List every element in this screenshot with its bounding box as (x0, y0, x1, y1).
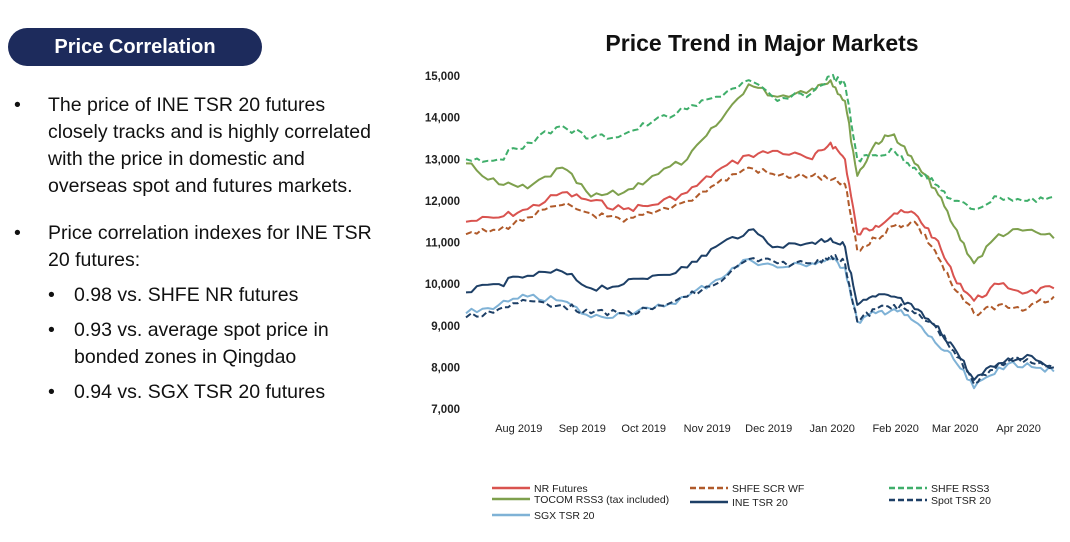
bullet-dot: • (14, 94, 21, 116)
x-tick-label: Mar 2020 (932, 423, 978, 435)
y-tick-label: 8,000 (431, 362, 460, 374)
bullet-text: Price correlation indexes for INE TSR 20… (48, 222, 372, 271)
series-line (465, 254, 1055, 385)
section-title-pill: Price Correlation (8, 28, 262, 66)
bullet-item: • Price correlation indexes for INE TSR … (14, 220, 384, 274)
bullet-dot: • (14, 222, 21, 244)
y-tick-label: 12,000 (425, 196, 460, 208)
x-tick-label: Jan 2020 (810, 423, 855, 435)
y-tick-label: 11,000 (425, 238, 460, 250)
sub-bullet-item: • 0.94 vs. SGX TSR 20 futures (48, 379, 384, 406)
sub-bullet-text: 0.94 vs. SGX TSR 20 futures (74, 381, 326, 403)
bullet-list: • The price of INE TSR 20 futures closel… (14, 92, 384, 406)
legend-label: Spot TSR 20 (931, 495, 991, 507)
y-tick-label: 13,000 (425, 154, 460, 166)
sub-bullet-item: • 0.98 vs. SHFE NR futures (48, 282, 384, 309)
x-tick-label: Nov 2019 (684, 423, 731, 435)
legend-label: INE TSR 20 (732, 497, 788, 509)
legend-label: SGX TSR 20 (534, 510, 595, 522)
x-tick-label: Apr 2020 (996, 423, 1041, 435)
series-line (465, 228, 1055, 381)
series-line (465, 166, 1055, 317)
y-tick-label: 7,000 (431, 404, 460, 416)
series-line (465, 141, 1055, 302)
series-line (465, 73, 1055, 211)
section-title: Price Correlation (54, 36, 216, 58)
sub-bullet-item: • 0.93 vs. average spot price in bonded … (48, 317, 384, 371)
y-tick-label: 9,000 (431, 321, 460, 333)
legend-label: TOCOM RSS3 (tax included) (534, 494, 669, 506)
legend-label: NR Futures (534, 483, 588, 495)
bullet-item: • The price of INE TSR 20 futures closel… (14, 92, 384, 200)
bullet-dot: • (48, 381, 55, 403)
y-tick-label: 15,000 (425, 71, 460, 83)
x-tick-label: Dec 2019 (745, 423, 792, 435)
legend-label: SHFE RSS3 (931, 483, 990, 495)
x-tick-label: Oct 2019 (621, 423, 666, 435)
y-tick-label: 14,000 (425, 113, 460, 125)
y-tick-label: 10,000 (425, 279, 460, 291)
bullet-dot: • (48, 319, 55, 341)
bullet-text: The price of INE TSR 20 futures closely … (48, 94, 371, 197)
x-tick-label: Sep 2019 (559, 423, 606, 435)
series-line (465, 79, 1055, 265)
sub-bullet-text: 0.93 vs. average spot price in bonded zo… (74, 319, 329, 368)
x-tick-label: Feb 2020 (872, 423, 918, 435)
sub-bullet-text: 0.98 vs. SHFE NR futures (74, 284, 299, 306)
legend-label: SHFE SCR WF (732, 483, 804, 495)
x-tick-label: Aug 2019 (495, 423, 542, 435)
bullet-dot: • (48, 284, 55, 306)
chart-title: Price Trend in Major Markets (605, 30, 919, 56)
